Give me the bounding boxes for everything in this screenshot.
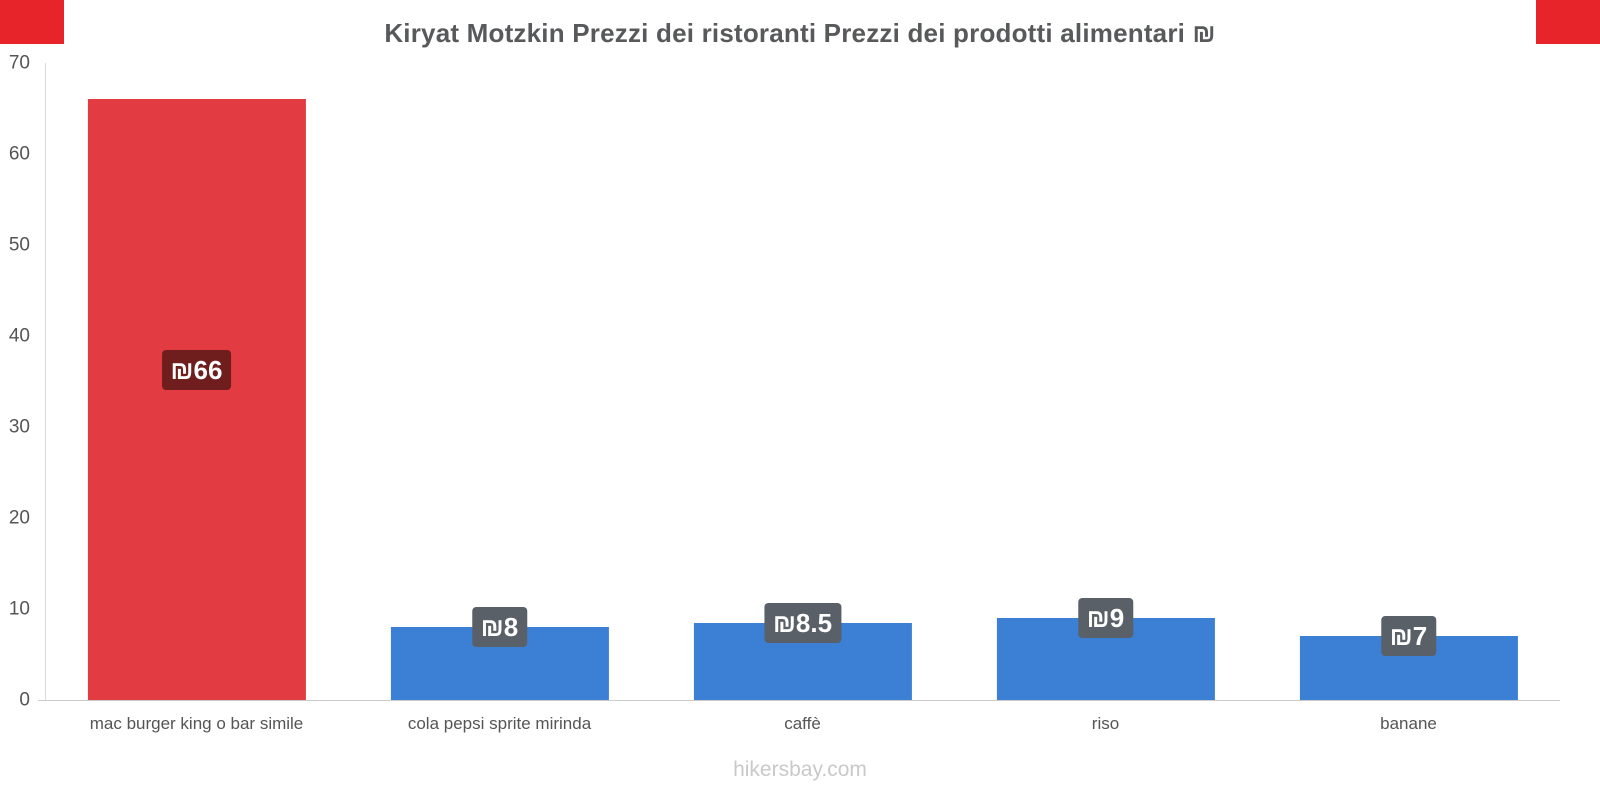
bars-container: ₪66 mac burger king o bar simile ₪8 cola pe… <box>45 63 1560 733</box>
x-axis-line <box>38 700 1560 701</box>
category-label: mac burger king o bar simile <box>89 714 304 733</box>
top-right-red-corner <box>1536 0 1600 44</box>
top-left-red-corner <box>0 0 64 44</box>
y-tick-label: 50 <box>8 234 30 256</box>
y-tick-label: 20 <box>8 507 30 529</box>
y-axis-line <box>45 63 46 701</box>
value-badge: ₪66 <box>161 349 232 390</box>
y-tick-label: 10 <box>8 598 30 620</box>
category-label: banane <box>1380 714 1437 733</box>
y-tick-label: 30 <box>8 416 30 438</box>
category-label: cola pepsi sprite mirinda <box>407 714 592 733</box>
category-label: caffè <box>784 714 821 733</box>
bar-group: ₪7 banane <box>1257 63 1560 733</box>
bar-group: ₪9 riso <box>954 63 1257 733</box>
plot-area: ₪66 mac burger king o bar simile ₪8 cola pe… <box>45 63 1560 733</box>
y-tick-label: 70 <box>8 52 30 74</box>
bar-group: ₪8.5 caffè <box>651 63 954 733</box>
category-label: riso <box>1091 714 1120 733</box>
bar-group: ₪8 cola pepsi sprite mirinda <box>348 63 651 733</box>
y-axis: 0 10 20 30 40 50 60 70 <box>0 54 38 710</box>
value-badge: ₪8 <box>471 607 528 648</box>
chart-title: Kiryat Motzkin Prezzi dei ristoranti Pre… <box>384 18 1216 48</box>
bar-group: ₪66 mac burger king o bar simile <box>45 63 348 733</box>
y-tick-label: 60 <box>8 143 30 165</box>
value-badge: ₪8.5 <box>763 602 842 643</box>
y-tick-label: 40 <box>8 325 30 347</box>
footer-watermark: hikersbay.com <box>733 758 867 781</box>
value-badge: ₪7 <box>1380 616 1437 657</box>
bar-1[interactable] <box>87 99 306 700</box>
value-badge: ₪9 <box>1077 598 1134 639</box>
y-tick-label: 0 <box>19 689 30 711</box>
